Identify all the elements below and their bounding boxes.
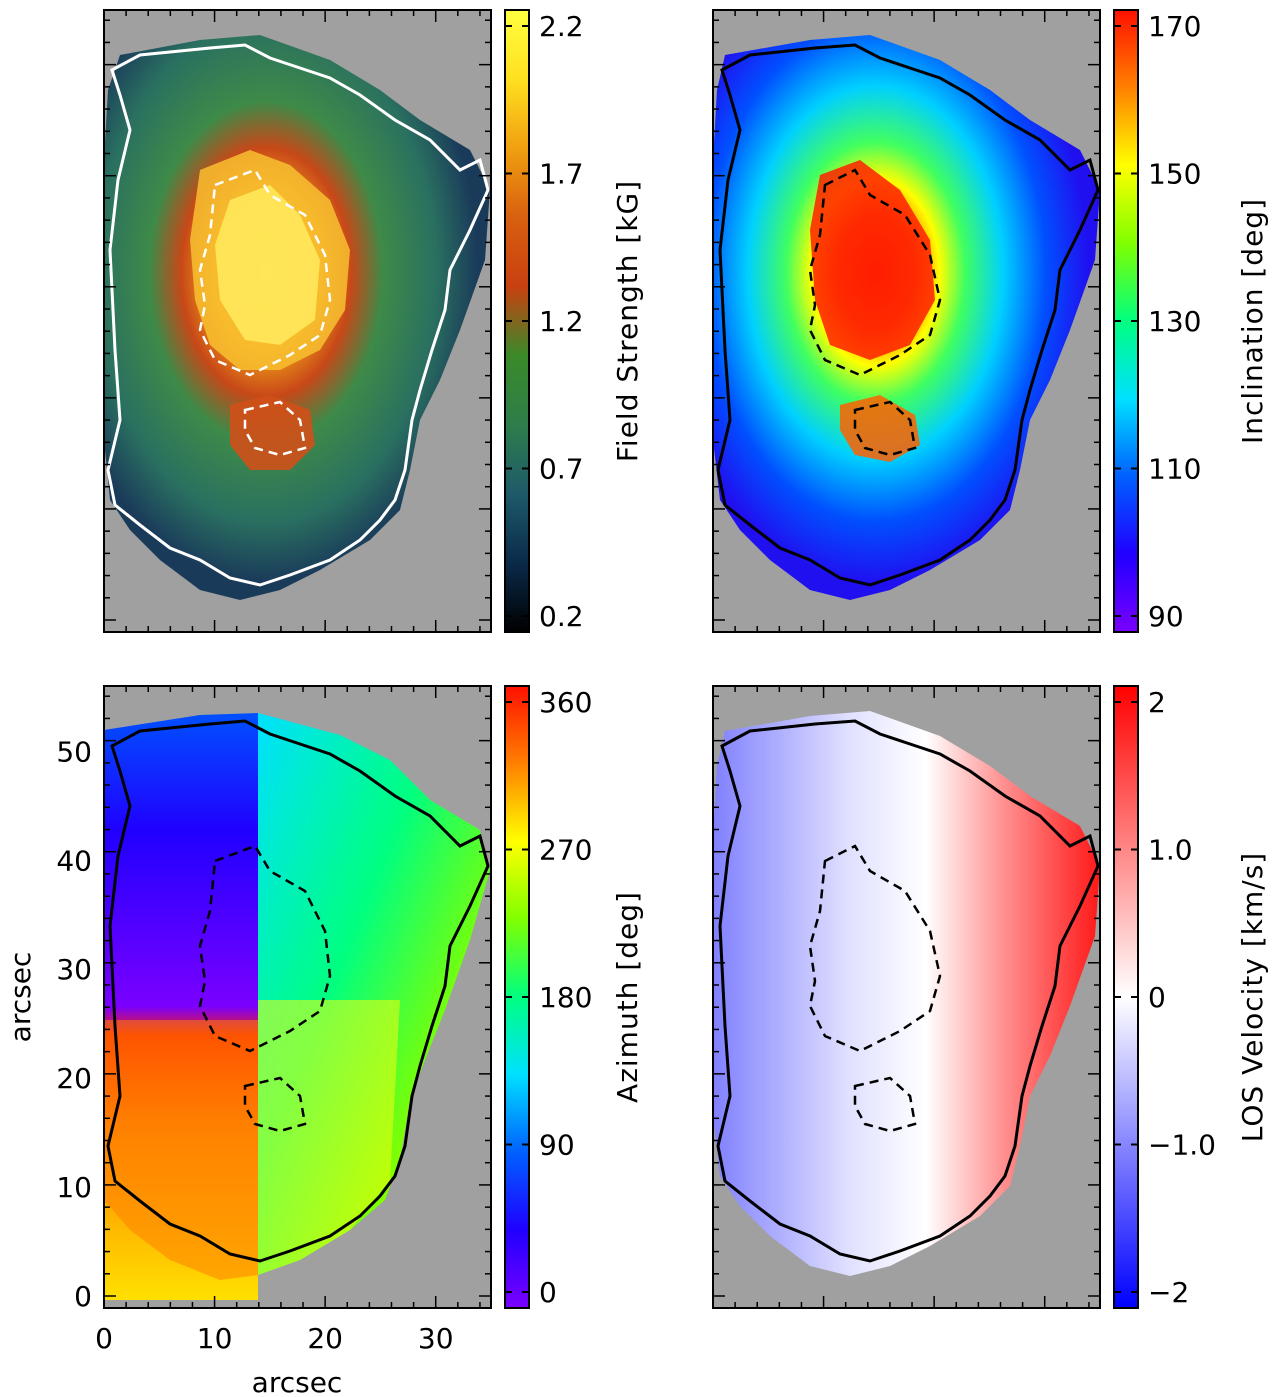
panel-los-velocity [712, 685, 1101, 1309]
colorbar-tick-label: 150 [1148, 158, 1201, 191]
spot-map-lower-right [258, 1000, 400, 1275]
y-tick-label: 50 [56, 735, 92, 768]
colorbar-tick-label: 0.7 [539, 453, 584, 486]
y-tick-label: 40 [56, 844, 92, 877]
colorbar-ticks: 2.2 1.7 1.2 0.7 0.2 [505, 10, 584, 633]
umbra-dashed-contour [808, 844, 942, 1053]
colorbar-tick-label: −1.0 [1148, 1129, 1216, 1162]
umbra-dashed-contour [198, 844, 332, 1053]
x-tick-label: 0 [95, 1322, 113, 1355]
colorbar-los-velocity: 2 1.0 0 −1.0 −2 LOS Velocity [km/s] [1113, 685, 1269, 1309]
colorbar-title: Field Strength [kG] [611, 180, 644, 462]
y-tick-label: 10 [56, 1171, 92, 1204]
x-axis-tick-labels: 0 10 20 30 [95, 1322, 453, 1355]
colorbar-ticks: 2 1.0 0 −1.0 −2 [1114, 686, 1216, 1309]
spot-map [713, 711, 1100, 1276]
colorbar-title: Inclination [deg] [1236, 198, 1269, 444]
colorbar-tick-label: −2 [1148, 1276, 1189, 1309]
x-axis-title: arcsec [252, 1366, 343, 1397]
frame-ticks [103, 686, 491, 1308]
colorbar-tick-label: 0 [539, 1276, 557, 1309]
y-tick-label: 0 [74, 1280, 92, 1313]
y-tick-label: 20 [56, 1062, 92, 1095]
colorbar-tick-label: 90 [1148, 600, 1184, 633]
black-contour [716, 43, 1100, 587]
colorbar-ticks: 360 270 180 90 0 [505, 686, 592, 1309]
colorbar-tick-label: 0 [1148, 981, 1166, 1014]
plot-frame [103, 9, 492, 633]
plot-frame [103, 685, 492, 1309]
colorbar-inclination: 170 150 130 110 90 Inclination [deg] [1113, 9, 1269, 633]
umbra-dashed-contour [198, 168, 332, 377]
colorbar-title: Azimuth [deg] [611, 891, 644, 1103]
umbra-core-bright [215, 185, 320, 345]
x-tick-label: 30 [418, 1322, 454, 1355]
colorbar-tick-label: 270 [539, 834, 592, 867]
spot-map-lower [104, 1020, 258, 1280]
umbra-core [810, 160, 935, 360]
umbra-dashed-contour [808, 168, 942, 377]
x-tick-label: 10 [197, 1322, 233, 1355]
y-axis-title: arcsec [4, 952, 37, 1043]
plot-frame [712, 9, 1101, 633]
frame-ticks [103, 10, 491, 632]
black-contour [106, 719, 490, 1263]
colorbar-tick-label: 130 [1148, 305, 1201, 338]
x-tick-label: 20 [307, 1322, 343, 1355]
white-contour [106, 43, 490, 587]
frame-ticks [712, 10, 1100, 632]
colorbar-tick-label: 0.2 [539, 600, 584, 633]
colorbar-tick-label: 170 [1148, 10, 1201, 43]
y-axis-tick-labels: 0 10 20 30 40 50 [56, 735, 92, 1313]
colorbar-tick-label: 1.2 [539, 305, 584, 338]
colorbar-tick-label: 360 [539, 686, 592, 719]
colorbar-tick-label: 2.2 [539, 10, 584, 43]
colorbar-tick-label: 2 [1148, 686, 1166, 719]
colorbar-tick-label: 1.0 [1148, 834, 1193, 867]
colorbar-tick-label: 90 [539, 1129, 575, 1162]
colorbar-tick-label: 110 [1148, 453, 1201, 486]
plot-frame [712, 685, 1101, 1309]
colorbar-tick-label: 180 [539, 981, 592, 1014]
black-contour [716, 719, 1100, 1263]
colorbar-azimuth: 360 270 180 90 0 Azimuth [deg] [504, 685, 644, 1309]
panel-azimuth: 0 10 20 30 0 10 20 30 40 50 arcsec arcsec [4, 685, 492, 1397]
y-tick-label: 30 [56, 953, 92, 986]
panel-field-strength [103, 9, 492, 633]
colorbar-title: LOS Velocity [km/s] [1236, 852, 1269, 1142]
colorbar-field-strength: 2.2 1.7 1.2 0.7 0.2 Field Strength [kG] [504, 9, 644, 633]
colorbar-ticks: 170 150 130 110 90 [1114, 10, 1201, 633]
panel-inclination [712, 9, 1101, 633]
frame-ticks [712, 686, 1100, 1308]
colorbar-tick-label: 1.7 [539, 158, 584, 191]
